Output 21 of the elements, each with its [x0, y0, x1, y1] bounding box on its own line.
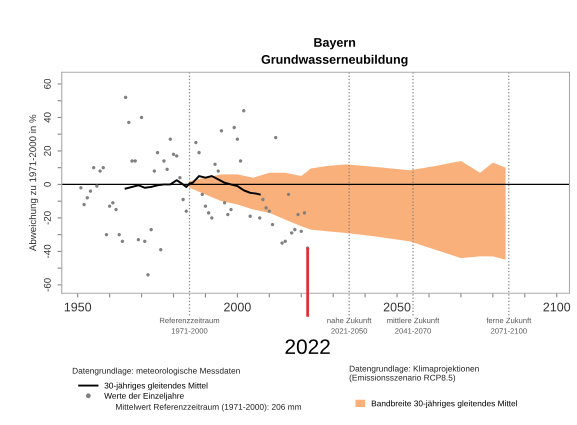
y-tick-label: 60	[44, 78, 51, 89]
x-tick-label: 1950	[64, 302, 92, 312]
legend-label: Werte der Einzeljahre	[104, 392, 184, 400]
legend-label: 30-jähriges gleitendes Mittel	[104, 382, 208, 390]
y-tick-label: -40	[44, 244, 51, 258]
text: Mittelwert Referenzzeitraum (1971-2000): 206 mm	[116, 404, 302, 412]
chart-title: Bayern	[314, 38, 356, 50]
y-tick-label: -20	[44, 211, 51, 225]
text: Datengrundlage: meteorologische Messdaten	[72, 368, 240, 376]
y-tick-label: 20	[44, 146, 51, 156]
y-tick-label: 0	[44, 182, 51, 187]
x-tick-label: 2000	[224, 302, 251, 312]
y-axis-title: Abweichung zu 1971-2000 in %	[29, 114, 38, 252]
chart-subtitle: Grundwasserneubildung	[262, 54, 408, 66]
text: Datengrundlage: Klimaprojektionen (Emissionsszenario RCP8.5)	[350, 366, 479, 382]
y-tick-label: 40	[44, 112, 51, 123]
x-tick-label: 2100	[543, 302, 570, 312]
y-tick-label: -60	[44, 278, 51, 292]
x-tick-label: 2050	[384, 302, 410, 312]
legend-label: Bandbreite 30-jähriges gleitendes Mittel	[372, 400, 517, 408]
ref-line-label: 2022	[286, 339, 330, 354]
